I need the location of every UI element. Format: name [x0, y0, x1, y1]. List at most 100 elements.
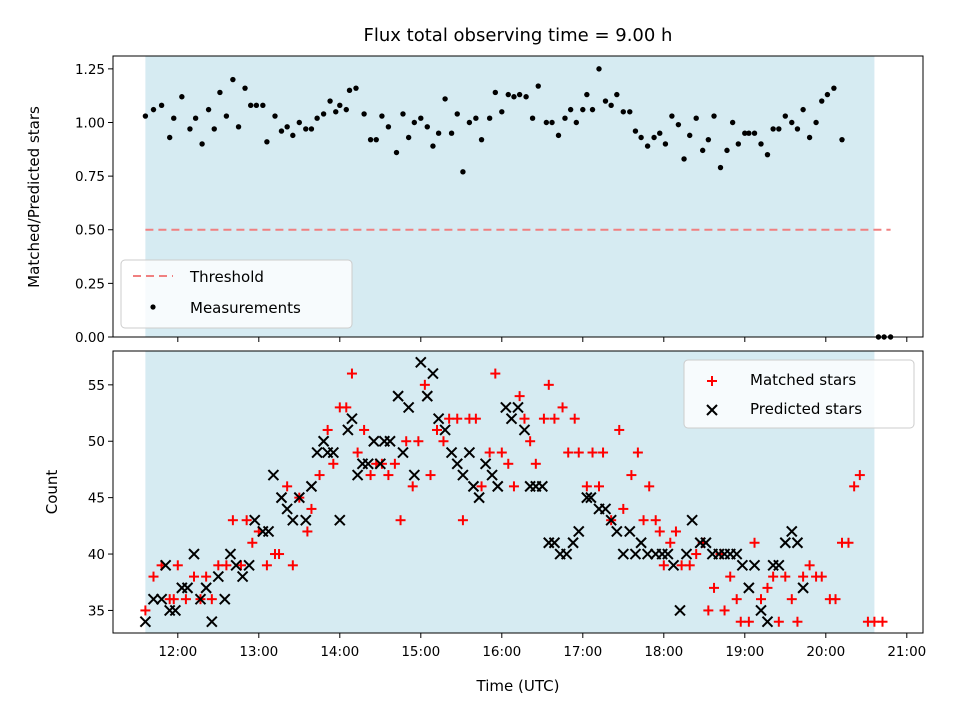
matched-star-point: [816, 571, 827, 582]
measurement-point: [535, 83, 541, 89]
matched-star-point: [322, 424, 333, 435]
bottom-legend-box: [683, 359, 915, 429]
measurement-point: [499, 109, 505, 115]
bottom-x-axis: 12:00 13:00 14:00 15:00 16:00 17:00 18:00 19:00…: [158, 633, 926, 660]
matched-star-point: [287, 560, 298, 571]
matched-star-point: [538, 413, 549, 424]
x-tick-label: 19:00: [725, 644, 764, 660]
predicted-star-point: [463, 446, 476, 459]
matched-star-point: [425, 470, 436, 481]
y-tick-label: 0.00: [75, 330, 105, 346]
predicted-star-point: [293, 491, 306, 504]
predicted-star-point: [467, 480, 480, 493]
measurement-point: [486, 115, 493, 121]
measurement-point: [794, 126, 801, 132]
matched-star-point: [569, 413, 580, 424]
matched-star-point: [632, 447, 643, 458]
top-panel-frame: [112, 55, 924, 338]
matched-star-point: [503, 458, 514, 469]
predicted-star-point: [342, 424, 354, 436]
matched-star-point: [587, 447, 598, 458]
matched-star-point: [221, 560, 232, 571]
matched-star-point: [302, 526, 313, 537]
matched-star-point: [854, 470, 865, 481]
matched-star-point: [798, 571, 809, 582]
matched-star-point: [359, 424, 370, 435]
bottom-panel: 35 40 45 50 55 12:00 13:00 14:00 15:00 16:00 17:0…: [43, 350, 926, 695]
predicted-star-point: [194, 593, 207, 605]
predicted-star-point: [736, 559, 749, 572]
measurement-point: [511, 94, 517, 100]
measurement-point: [320, 111, 327, 117]
predicted-star-point: [773, 559, 785, 572]
predicted-star-point: [635, 537, 647, 549]
y-tick-label: 0.50: [75, 223, 105, 239]
matched-star-point: [618, 503, 629, 514]
matched-star-point: [180, 594, 191, 605]
matched-star-point: [383, 470, 394, 481]
measurement-point: [171, 115, 177, 121]
measurement-point: [260, 102, 266, 109]
predicted-star-point: [560, 548, 573, 560]
measurement-point: [789, 119, 795, 126]
measurement-point: [478, 136, 485, 143]
measurement-point: [217, 89, 223, 96]
predicted-star-point: [761, 616, 774, 628]
predicted-star-point: [317, 435, 330, 447]
measurement-point: [473, 115, 479, 121]
y-tick-label: 35: [88, 603, 105, 619]
measurement-point: [699, 147, 706, 154]
matched-star-point: [519, 413, 530, 424]
measurement-point: [644, 143, 651, 149]
predicted-star-point: [287, 514, 299, 526]
predicted-star-point: [421, 390, 433, 402]
y-tick-label: 40: [88, 547, 105, 563]
predicted-star-point: [206, 616, 218, 628]
y-tick-label: 45: [88, 491, 105, 507]
measurement-point: [333, 109, 339, 115]
matched-star-point: [432, 424, 442, 435]
predicted-star-point: [262, 525, 275, 538]
predicted-star-point: [249, 514, 261, 526]
matched-star-point: [650, 515, 661, 526]
y-tick-label: 55: [88, 378, 105, 394]
matched-star-point: [341, 402, 352, 413]
matched-star-point: [756, 594, 766, 605]
predicted-star-point: [392, 390, 404, 402]
measurement-point: [346, 87, 353, 94]
measurement-point: [278, 128, 285, 134]
chart-title: Flux total observing time = 9.00 h: [364, 25, 673, 46]
measurement-point: [614, 91, 620, 98]
matched-star-point: [573, 447, 584, 458]
matched-star-point: [581, 481, 592, 492]
predicted-star-point: [212, 570, 225, 583]
matched-star-point: [496, 447, 507, 458]
matched-star-point: [438, 436, 449, 447]
predicted-star-point: [415, 356, 427, 368]
measurement-point: [711, 113, 717, 119]
measurement-point: [596, 66, 602, 72]
measurement-point: [562, 115, 568, 121]
matched-star-point: [395, 515, 406, 526]
measurement-point: [385, 124, 392, 130]
measurement-point: [584, 91, 590, 98]
matched-star-point: [484, 447, 495, 458]
measurement-point: [192, 115, 199, 121]
legend-measurements-icon: [150, 304, 156, 310]
matched-star-point: [768, 571, 779, 582]
measurement-point: [223, 113, 230, 119]
matched-star-point: [389, 458, 400, 469]
predicted-star-point: [374, 458, 387, 470]
matched-star-point: [543, 379, 554, 390]
measurement-point: [589, 106, 596, 113]
predicted-star-point: [351, 469, 364, 481]
bottom-y-axis: 35 40 45 50 55: [88, 378, 113, 619]
predicted-star-point: [641, 548, 654, 560]
matched-star-point: [314, 470, 325, 481]
measurement-point: [782, 113, 788, 119]
measurement-point: [724, 147, 730, 154]
legend-matched-label: Matched stars: [750, 371, 856, 389]
predicted-star-point: [311, 446, 323, 459]
predicted-star-point: [300, 514, 312, 526]
matched-star-point: [691, 549, 702, 560]
